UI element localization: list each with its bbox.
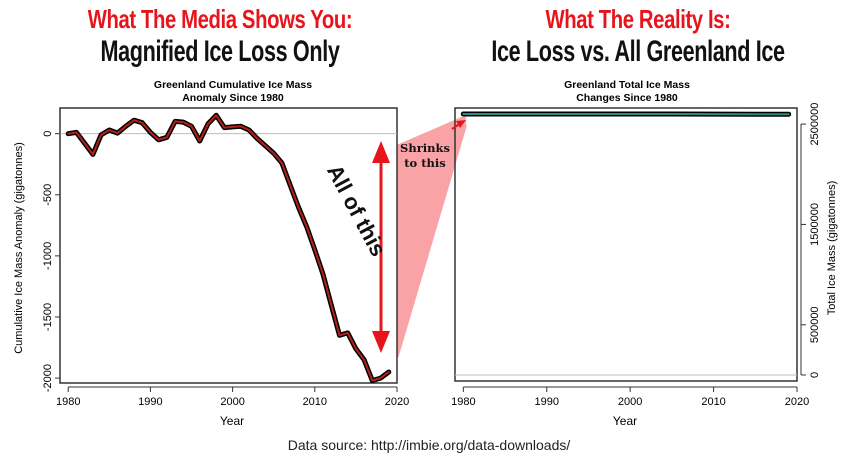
right-chart-title-line1: Greenland Total Ice Mass	[564, 79, 690, 91]
x-tick-label: 2010	[303, 396, 327, 408]
x-tick-label: 1980	[56, 396, 80, 408]
pointer-arrow	[451, 120, 466, 130]
data-source-footer: Data source: http://imbie.org/data-downl…	[287, 437, 571, 453]
left-chart-title-line2: Anomaly Since 1980	[182, 92, 284, 104]
left-black-headline: Magnified Ice Loss Only	[100, 35, 340, 68]
y-tick-label: 500000	[809, 306, 821, 343]
right-chart-title-line2: Changes Since 1980	[576, 92, 678, 104]
x-tick-label: 1990	[535, 396, 559, 408]
left-series-outline	[65, 112, 392, 384]
left-chart-title-line1: Greenland Cumulative Ice Mass	[154, 79, 312, 91]
zoom-wedge	[397, 115, 467, 358]
shrinks-annotation-line2: to this	[404, 156, 446, 170]
x-tick-label: 2010	[701, 396, 725, 408]
y-tick-label: -1500	[42, 303, 54, 331]
y-tick-label: -500	[42, 184, 54, 206]
right-plot-frame	[454, 107, 798, 382]
right-chart: Greenland Total Ice Mass Changes Since 1…	[451, 79, 838, 428]
x-tick-label: 2000	[220, 396, 244, 408]
x-tick-label: 1980	[451, 396, 475, 408]
right-red-headline: What The Reality Is:	[545, 4, 731, 34]
left-series-line	[67, 114, 390, 382]
y-tick-label: 1500000	[809, 203, 821, 246]
right-x-axis-label: Year	[613, 414, 637, 428]
x-tick-label: 1990	[138, 396, 162, 408]
x-tick-label: 2000	[618, 396, 642, 408]
right-y-axis-label: Total Ice Mass (gigatonnes)	[826, 181, 838, 316]
y-tick-label: 0	[809, 372, 821, 378]
y-tick-label: 2500000	[809, 103, 821, 146]
left-chart: Greenland Cumulative Ice Mass Anomaly Si…	[13, 79, 409, 428]
y-tick-label: -1000	[42, 242, 54, 270]
y-tick-label: -2000	[42, 364, 54, 392]
right-black-headline: Ice Loss vs. All Greenland Ice	[491, 35, 785, 68]
y-tick-label: 0	[42, 131, 54, 137]
left-plot-frame	[59, 107, 398, 384]
left-x-axis-label: Year	[220, 414, 244, 428]
x-tick-label: 2020	[785, 396, 809, 408]
red-double-arrow	[372, 141, 390, 353]
left-red-headline: What The Media Shows You:	[87, 4, 353, 34]
shrinks-annotation-line1: Shrinks	[400, 141, 450, 155]
x-tick-label: 2020	[385, 396, 409, 408]
left-y-axis-label: Cumulative Ice Mass Anomaly (gigatonnes)	[13, 142, 25, 354]
